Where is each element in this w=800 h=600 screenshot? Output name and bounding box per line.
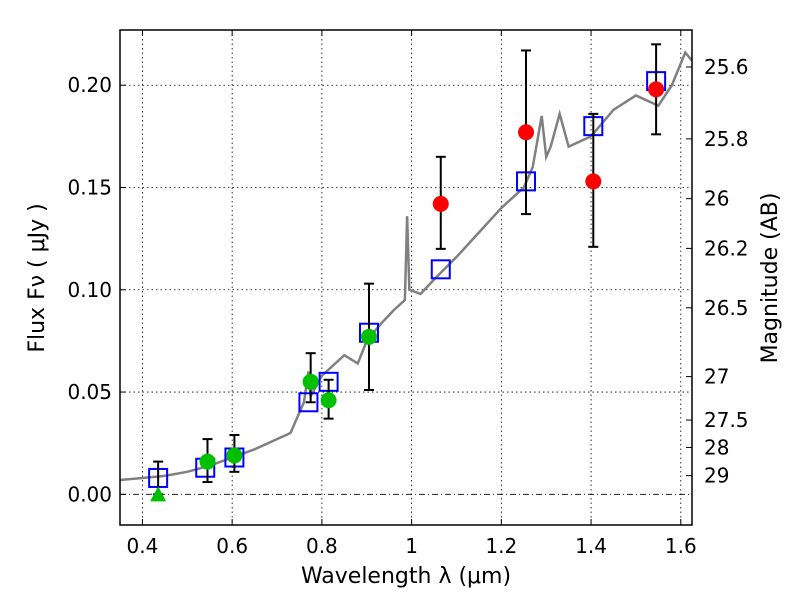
mag-tick-label: 28 (704, 435, 729, 459)
ticks: 0.4 0.6 0.8 1 1.2 1.4 1.6 0.00 0.05 0.10 0.15 0.20 2… (67, 30, 749, 558)
marks (119, 43, 693, 502)
mag-tick-label: 25.6 (704, 55, 749, 79)
model-square-point (298, 392, 319, 413)
plot-frame (119, 29, 693, 526)
mag-tick-label: 27.5 (704, 408, 749, 432)
x-tick-label: 0.4 (127, 534, 159, 558)
y-tick-label: 0.05 (67, 380, 112, 404)
x-axis-label: Wavelength λ (μm) (301, 564, 511, 589)
spectrum-line (119, 50, 693, 482)
grid (120, 30, 692, 525)
photometry-point (585, 173, 602, 190)
photometry-point (226, 447, 243, 464)
mag-tick-label: 27 (704, 365, 729, 389)
y-tick-label: 0.00 (67, 482, 112, 506)
mag-tick-label: 26.5 (704, 296, 749, 320)
photometry-point (432, 195, 449, 212)
mag-tick-label: 26 (704, 187, 729, 211)
y-tick-label: 0.15 (67, 176, 112, 200)
x-tick-label: 1.6 (665, 534, 697, 558)
x-tick-label: 0.8 (306, 534, 338, 558)
mag-tick-label: 26.2 (704, 236, 749, 260)
model-square-point (430, 259, 451, 280)
y-tick-label: 0.10 (67, 278, 112, 302)
x-tick-label: 1 (405, 534, 418, 558)
x-tick-label: 1.2 (485, 534, 517, 558)
mag-tick-label: 25.8 (704, 127, 749, 151)
x-tick-label: 1.4 (575, 534, 607, 558)
photometry-point (199, 453, 216, 470)
y-axis-label: Flux Fν ( μJy ) (25, 203, 50, 352)
photometry-point (302, 373, 319, 390)
photometry-point (320, 392, 337, 409)
y-tick-label: 0.20 (67, 73, 112, 97)
x-tick-label: 0.6 (216, 534, 248, 558)
y2-axis-label: Magnitude (AB) (758, 193, 783, 364)
photometry-point (648, 81, 665, 98)
photometry-point (518, 124, 535, 141)
upper-limit-triangle (150, 486, 167, 502)
photometry-point (360, 328, 377, 345)
mag-tick-label: 29 (704, 464, 729, 488)
